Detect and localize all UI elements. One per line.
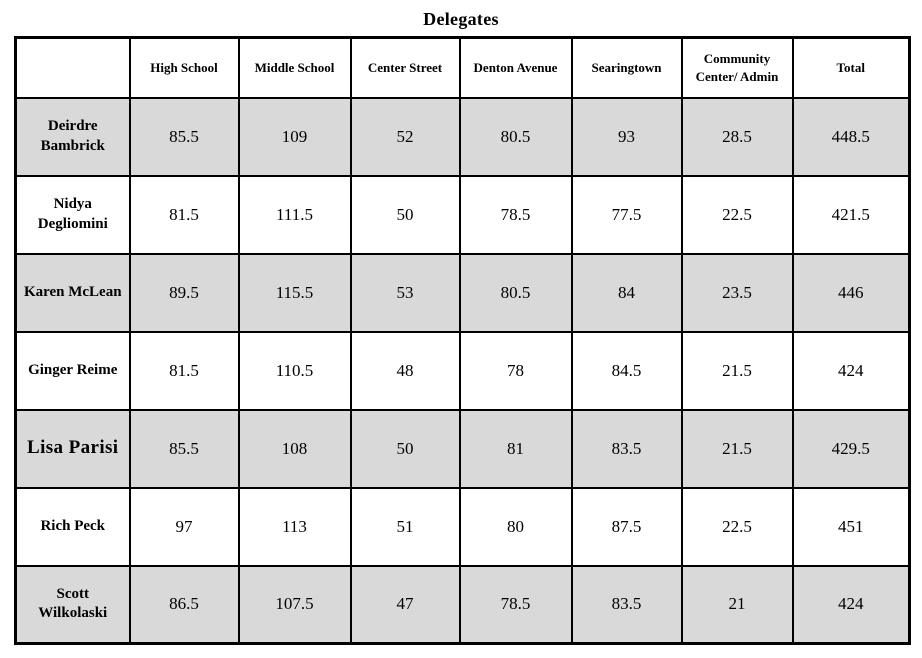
corner-header-cell: [14, 36, 131, 99]
value-cell: 446: [791, 252, 911, 333]
value-cell: 84: [570, 252, 683, 333]
value-cell: 81.5: [128, 330, 240, 411]
value-cell: 111.5: [237, 174, 352, 255]
table-row: Nidya Degliomini 81.5 111.5 50 78.5 77.5 22.5 4…: [14, 174, 911, 255]
value-cell: 81: [458, 408, 573, 489]
row-name: Lisa Parisi: [14, 408, 131, 489]
value-cell: 81.5: [128, 174, 240, 255]
value-cell: 421.5: [791, 174, 911, 255]
value-cell: 85.5: [128, 408, 240, 489]
table-row: Scott Wilkolaski 86.5 107.5 47 78.5 83.5 21 424: [14, 564, 911, 645]
value-cell: 451: [791, 486, 911, 567]
column-header: Total: [791, 36, 911, 99]
value-cell: 424: [791, 330, 911, 411]
value-cell: 83.5: [570, 408, 683, 489]
value-cell: 77.5: [570, 174, 683, 255]
column-header: Denton Avenue: [458, 36, 573, 99]
value-cell: 108: [237, 408, 352, 489]
value-cell: 21.5: [680, 330, 794, 411]
value-cell: 22.5: [680, 174, 794, 255]
row-name: Karen McLean: [14, 252, 131, 333]
row-name: Deirdre Bambrick: [14, 96, 131, 177]
value-cell: 115.5: [237, 252, 352, 333]
value-cell: 84.5: [570, 330, 683, 411]
column-header: Center Street: [349, 36, 461, 99]
value-cell: 53: [349, 252, 461, 333]
value-cell: 78.5: [458, 174, 573, 255]
value-cell: 51: [349, 486, 461, 567]
page-title: Delegates: [423, 9, 499, 29]
value-cell: 110.5: [237, 330, 352, 411]
value-cell: 78: [458, 330, 573, 411]
value-cell: 21: [680, 564, 794, 645]
value-cell: 80.5: [458, 252, 573, 333]
column-header: Community Center/ Admin: [680, 36, 794, 99]
table-row: Karen McLean 89.5 115.5 53 80.5 84 23.5 446: [14, 252, 911, 333]
value-cell: 429.5: [791, 408, 911, 489]
value-cell: 80.5: [458, 96, 573, 177]
column-header: Searingtown: [570, 36, 683, 99]
value-cell: 52: [349, 96, 461, 177]
column-header: High School: [128, 36, 240, 99]
value-cell: 23.5: [680, 252, 794, 333]
value-cell: 424: [791, 564, 911, 645]
value-cell: 85.5: [128, 96, 240, 177]
value-cell: 50: [349, 174, 461, 255]
value-cell: 78.5: [458, 564, 573, 645]
row-name: Ginger Reime: [14, 330, 131, 411]
row-name: Nidya Degliomini: [14, 174, 131, 255]
value-cell: 50: [349, 408, 461, 489]
value-cell: 87.5: [570, 486, 683, 567]
value-cell: 48: [349, 330, 461, 411]
value-cell: 89.5: [128, 252, 240, 333]
value-cell: 109: [237, 96, 352, 177]
row-name: Scott Wilkolaski: [14, 564, 131, 645]
value-cell: 93: [570, 96, 683, 177]
value-cell: 86.5: [128, 564, 240, 645]
table-row: Deirdre Bambrick 85.5 109 52 80.5 93 28.5 448.5: [14, 96, 911, 177]
value-cell: 97: [128, 486, 240, 567]
value-cell: 83.5: [570, 564, 683, 645]
value-cell: 21.5: [680, 408, 794, 489]
value-cell: 47: [349, 564, 461, 645]
value-cell: 107.5: [237, 564, 352, 645]
value-cell: 80: [458, 486, 573, 567]
delegates-page: Delegates High School Middle School Center…: [0, 8, 922, 658]
column-header: Middle School: [237, 36, 352, 99]
value-cell: 22.5: [680, 486, 794, 567]
value-cell: 113: [237, 486, 352, 567]
value-cell: 28.5: [680, 96, 794, 177]
table-row: Rich Peck 97 113 51 80 87.5 22.5 451: [14, 486, 911, 567]
table-row: Ginger Reime 81.5 110.5 48 78 84.5 21.5 424: [14, 330, 911, 411]
header-row: High School Middle School Center Street Den…: [14, 36, 911, 99]
table-row: Lisa Parisi 85.5 108 50 81 83.5 21.5 429.5: [14, 408, 911, 489]
delegates-table: High School Middle School Center Street Den…: [14, 36, 911, 645]
row-name: Rich Peck: [14, 486, 131, 567]
value-cell: 448.5: [791, 96, 911, 177]
